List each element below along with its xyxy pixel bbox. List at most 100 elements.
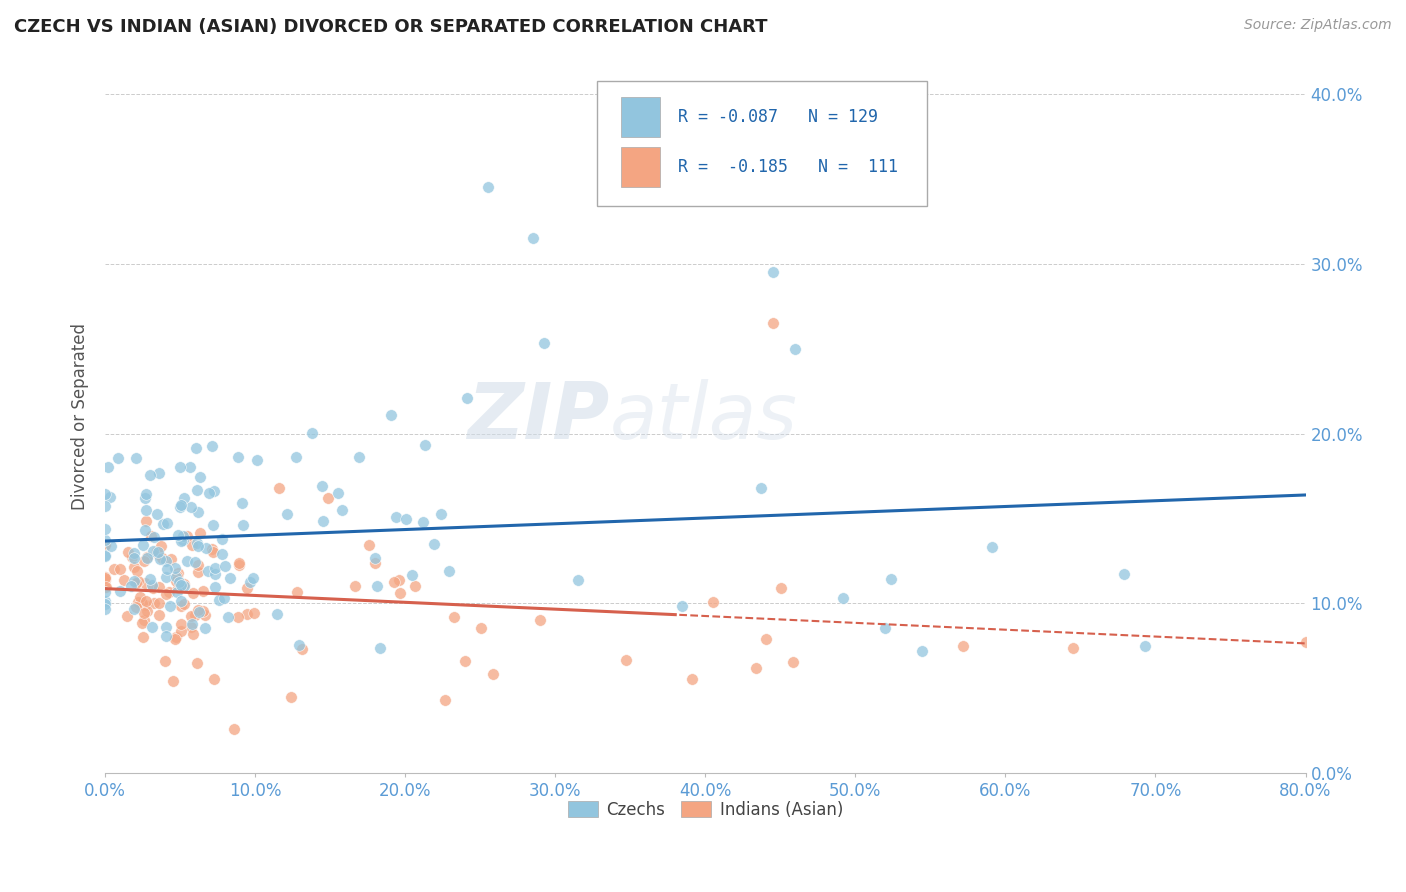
Point bbox=[103, 562, 125, 576]
Point bbox=[166, 584, 188, 599]
Point bbox=[188, 470, 211, 484]
Point bbox=[311, 479, 333, 493]
Point bbox=[443, 609, 465, 624]
Text: Source: ZipAtlas.com: Source: ZipAtlas.com bbox=[1244, 18, 1392, 32]
Point bbox=[135, 503, 157, 517]
Point bbox=[159, 599, 181, 613]
Point bbox=[176, 529, 198, 543]
Point bbox=[762, 265, 785, 279]
Point bbox=[412, 515, 434, 529]
Point bbox=[422, 537, 444, 551]
Point bbox=[217, 610, 239, 624]
Point bbox=[266, 607, 288, 622]
Point bbox=[481, 667, 503, 681]
Point bbox=[232, 518, 254, 533]
Point bbox=[94, 500, 117, 514]
Point bbox=[148, 596, 170, 610]
Point bbox=[134, 491, 156, 506]
Point bbox=[94, 594, 117, 608]
Point bbox=[181, 626, 204, 640]
Point bbox=[614, 653, 637, 667]
Point bbox=[395, 512, 418, 526]
Point bbox=[94, 522, 117, 536]
Point bbox=[301, 426, 323, 441]
Point bbox=[269, 482, 291, 496]
Point bbox=[454, 654, 477, 668]
Point bbox=[100, 539, 122, 553]
Point bbox=[214, 559, 236, 574]
Point bbox=[157, 585, 180, 599]
Point bbox=[198, 486, 221, 500]
Point bbox=[94, 538, 117, 552]
Point bbox=[135, 550, 157, 565]
Legend: Czechs, Indians (Asian): Czechs, Indians (Asian) bbox=[561, 795, 849, 826]
Point bbox=[107, 450, 129, 465]
Point bbox=[328, 485, 350, 500]
Point bbox=[364, 557, 387, 571]
Point bbox=[155, 586, 177, 600]
Point bbox=[142, 581, 165, 595]
Point bbox=[125, 576, 148, 591]
Point bbox=[165, 569, 187, 583]
Point bbox=[832, 591, 855, 605]
Point bbox=[166, 566, 188, 581]
Point bbox=[120, 578, 142, 592]
FancyBboxPatch shape bbox=[598, 81, 928, 206]
Point bbox=[404, 578, 426, 592]
Point bbox=[567, 573, 589, 587]
Point bbox=[141, 620, 163, 634]
Point bbox=[134, 575, 156, 590]
Point bbox=[1062, 640, 1084, 655]
Point bbox=[219, 571, 242, 585]
Y-axis label: Divorced or Separated: Divorced or Separated bbox=[72, 323, 89, 510]
Point bbox=[202, 484, 225, 499]
Point bbox=[94, 487, 117, 501]
Point bbox=[179, 460, 201, 475]
Point bbox=[94, 584, 117, 599]
Point bbox=[170, 599, 193, 613]
Point bbox=[212, 591, 235, 605]
Point bbox=[236, 607, 259, 622]
Point bbox=[330, 503, 353, 517]
Point bbox=[146, 544, 169, 558]
Point bbox=[165, 632, 187, 646]
Point bbox=[745, 661, 768, 675]
Point bbox=[191, 584, 214, 599]
Point bbox=[155, 620, 177, 634]
Point bbox=[364, 550, 387, 565]
Point bbox=[173, 577, 195, 591]
Point bbox=[122, 560, 145, 574]
Text: R =  -0.185   N =  111: R = -0.185 N = 111 bbox=[678, 158, 898, 176]
Point bbox=[208, 593, 231, 607]
Point bbox=[149, 539, 172, 553]
Point bbox=[94, 580, 117, 594]
Point bbox=[122, 550, 145, 565]
Point bbox=[94, 597, 117, 611]
Point bbox=[135, 604, 157, 618]
Point bbox=[188, 605, 211, 619]
Point bbox=[131, 596, 153, 610]
Point bbox=[173, 491, 195, 505]
Point bbox=[228, 556, 250, 570]
Point bbox=[242, 571, 264, 585]
Point bbox=[94, 602, 117, 616]
Point bbox=[122, 574, 145, 588]
Point bbox=[117, 608, 139, 623]
Point bbox=[880, 573, 903, 587]
Point bbox=[702, 594, 724, 608]
Point bbox=[173, 579, 195, 593]
Point bbox=[785, 342, 807, 356]
Point bbox=[125, 599, 148, 614]
Point bbox=[201, 440, 224, 454]
Point bbox=[280, 690, 302, 705]
Point bbox=[155, 570, 177, 584]
Point bbox=[180, 620, 202, 634]
Point bbox=[312, 514, 335, 528]
Text: atlas: atlas bbox=[609, 378, 797, 455]
Point bbox=[117, 545, 139, 559]
Point bbox=[388, 573, 411, 587]
Point bbox=[156, 516, 179, 530]
Bar bbox=[621, 97, 659, 136]
Point bbox=[181, 617, 204, 632]
Point bbox=[127, 595, 149, 609]
